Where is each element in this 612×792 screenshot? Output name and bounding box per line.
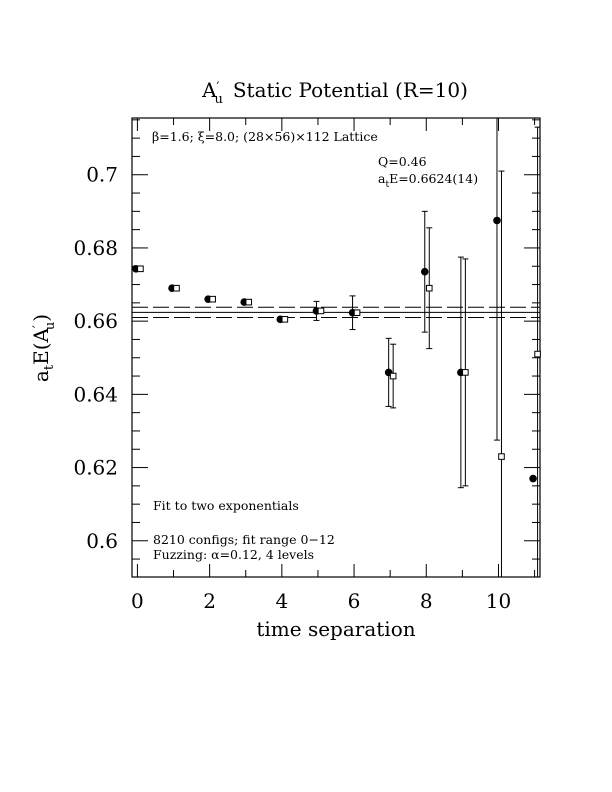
plot-frame [131,117,541,578]
x-tick-label: 8 [420,589,433,613]
open-square-point [462,369,469,376]
ylabel-mid: E(A [29,328,53,365]
filled-circle-point [420,267,429,276]
x-tick-label: 4 [275,589,288,613]
fit-label: Fit to two exponentials [153,498,299,513]
y-tick-label: 0.62 [73,456,118,480]
energy-annotation: atE=0.6624(14) [378,171,478,190]
x-axis-label: time separation [256,617,415,641]
open-square-point [281,316,289,323]
open-square-point [425,284,433,292]
title-sub: u [214,92,222,107]
q-value-annotation: Q=0.46 [378,154,427,169]
x-tick-label: 6 [348,589,361,613]
y-tick-label: 0.66 [73,309,118,333]
open-square-point [389,372,397,380]
open-square-point [173,284,180,292]
ylabel-end: ) [29,314,53,322]
title-prime: ′ [217,80,220,95]
x-tick-label: 2 [203,589,216,613]
tick-labels: 0 2 4 6 8 10 0.6 0.62 0.64 0.66 0.68 0.7 [73,163,511,613]
y-tick-label: 0.64 [73,382,118,406]
ylabel-prime: ′ [31,325,46,328]
title-main: A [201,78,217,102]
open-square-point [353,309,361,317]
data-points [132,118,541,577]
configs-annotation: 8210 configs; fit range 0−12 [153,532,335,547]
filled-circle-point [529,474,537,483]
energy-rest: E=0.6624(14) [389,171,478,186]
energy-sub: t [385,180,389,190]
open-square-point [534,350,541,358]
open-square-point [245,298,253,306]
ylabel-sub2: u [43,322,58,330]
x-tick-label: 0 [131,589,144,613]
y-tick-label: 0.7 [86,163,118,187]
open-square-point [498,453,505,460]
chart-title: A′ u Static Potential (R=10) [201,78,468,107]
title-rest: Static Potential (R=10) [233,78,468,102]
y-tick-label: 0.6 [86,529,118,553]
ylabel-sub: t [42,364,57,370]
lattice-annotation: β=1.6; ξ=8.0; (28×56)×112 Lattice [152,129,378,144]
y-tick-label: 0.68 [73,236,118,260]
fuzzing-annotation: Fuzzing: α=0.12, 4 levels [153,547,314,562]
open-square-point [209,295,216,303]
energy-main: a [378,171,386,186]
ylabel-main: a [29,370,53,382]
filled-circle-point [493,216,501,225]
open-square-point [317,307,325,315]
open-square-point [137,265,144,273]
y-axis-label: atE(A′u) [29,314,58,382]
x-tick-label: 10 [486,589,511,613]
fit-band [132,306,540,318]
